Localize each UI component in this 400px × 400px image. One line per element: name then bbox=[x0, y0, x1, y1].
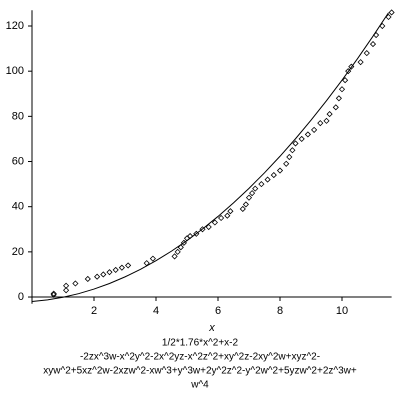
data-point bbox=[72, 280, 79, 287]
data-point bbox=[258, 181, 265, 188]
data-point bbox=[125, 262, 132, 269]
caption-line: xyw^2+5xz^2w-2xzw^2-xw^3+y^3w+2y^2z^2-y^… bbox=[43, 366, 357, 377]
x-tick-label: 4 bbox=[153, 305, 159, 317]
data-point bbox=[335, 95, 342, 102]
data-point bbox=[332, 104, 339, 111]
data-point bbox=[218, 214, 225, 222]
data-point bbox=[357, 59, 364, 66]
data-point bbox=[342, 77, 349, 84]
data-point bbox=[289, 147, 296, 154]
caption-title: 1/2*1.76*x^2+x-2 bbox=[162, 338, 239, 349]
y-tick-label: 60 bbox=[12, 155, 24, 167]
data-point bbox=[323, 117, 330, 124]
data-point bbox=[388, 9, 395, 16]
x-tick-label: 10 bbox=[336, 305, 348, 317]
data-point bbox=[304, 131, 311, 138]
data-point bbox=[245, 194, 253, 201]
data-point bbox=[50, 290, 57, 297]
data-point bbox=[326, 111, 333, 118]
data-point bbox=[283, 160, 290, 167]
data-point bbox=[171, 253, 178, 260]
data-point bbox=[106, 269, 113, 276]
data-point bbox=[112, 266, 119, 273]
data-point bbox=[84, 275, 91, 283]
data-point bbox=[118, 264, 125, 271]
data-point bbox=[276, 167, 284, 174]
caption-line: -2zx^3w-x^2y^2-2x^2yz-x^2z^2+xy^2z-2xy^2… bbox=[80, 352, 320, 363]
data-point bbox=[94, 273, 101, 280]
x-axis-label: x bbox=[208, 322, 215, 334]
data-point bbox=[338, 86, 346, 93]
data-point bbox=[286, 153, 293, 161]
data-point bbox=[63, 287, 70, 294]
x-tick-label: 8 bbox=[277, 305, 283, 317]
data-point bbox=[249, 190, 256, 197]
caption-line: w^4 bbox=[190, 380, 209, 391]
data-point bbox=[369, 41, 377, 48]
data-point bbox=[345, 68, 352, 75]
data-point bbox=[317, 120, 324, 127]
data-point bbox=[199, 226, 206, 233]
y-tick-label: 40 bbox=[12, 201, 24, 213]
x-tick-label: 6 bbox=[215, 305, 221, 317]
y-tick-label: 20 bbox=[12, 246, 24, 258]
y-tick-label: 0 bbox=[18, 291, 24, 303]
data-point bbox=[224, 212, 231, 219]
data-point bbox=[298, 135, 305, 142]
y-tick-label: 80 bbox=[12, 110, 24, 122]
data-point bbox=[205, 223, 212, 231]
data-point bbox=[270, 172, 277, 179]
y-tick-label: 100 bbox=[6, 65, 24, 77]
data-point bbox=[227, 208, 234, 215]
data-point bbox=[239, 205, 246, 213]
data-point bbox=[63, 282, 70, 289]
data-point bbox=[149, 255, 156, 262]
data-point bbox=[174, 248, 181, 255]
data-point bbox=[252, 185, 259, 192]
data-point bbox=[242, 201, 249, 208]
fit-curve bbox=[31, 12, 389, 303]
data-point bbox=[211, 219, 218, 226]
y-tick-label: 120 bbox=[6, 20, 24, 32]
x-tick-label: 2 bbox=[91, 305, 97, 317]
data-point bbox=[100, 271, 107, 278]
data-point bbox=[311, 126, 318, 133]
data-point bbox=[292, 140, 299, 147]
data-point bbox=[264, 176, 271, 183]
data-point bbox=[363, 50, 370, 57]
